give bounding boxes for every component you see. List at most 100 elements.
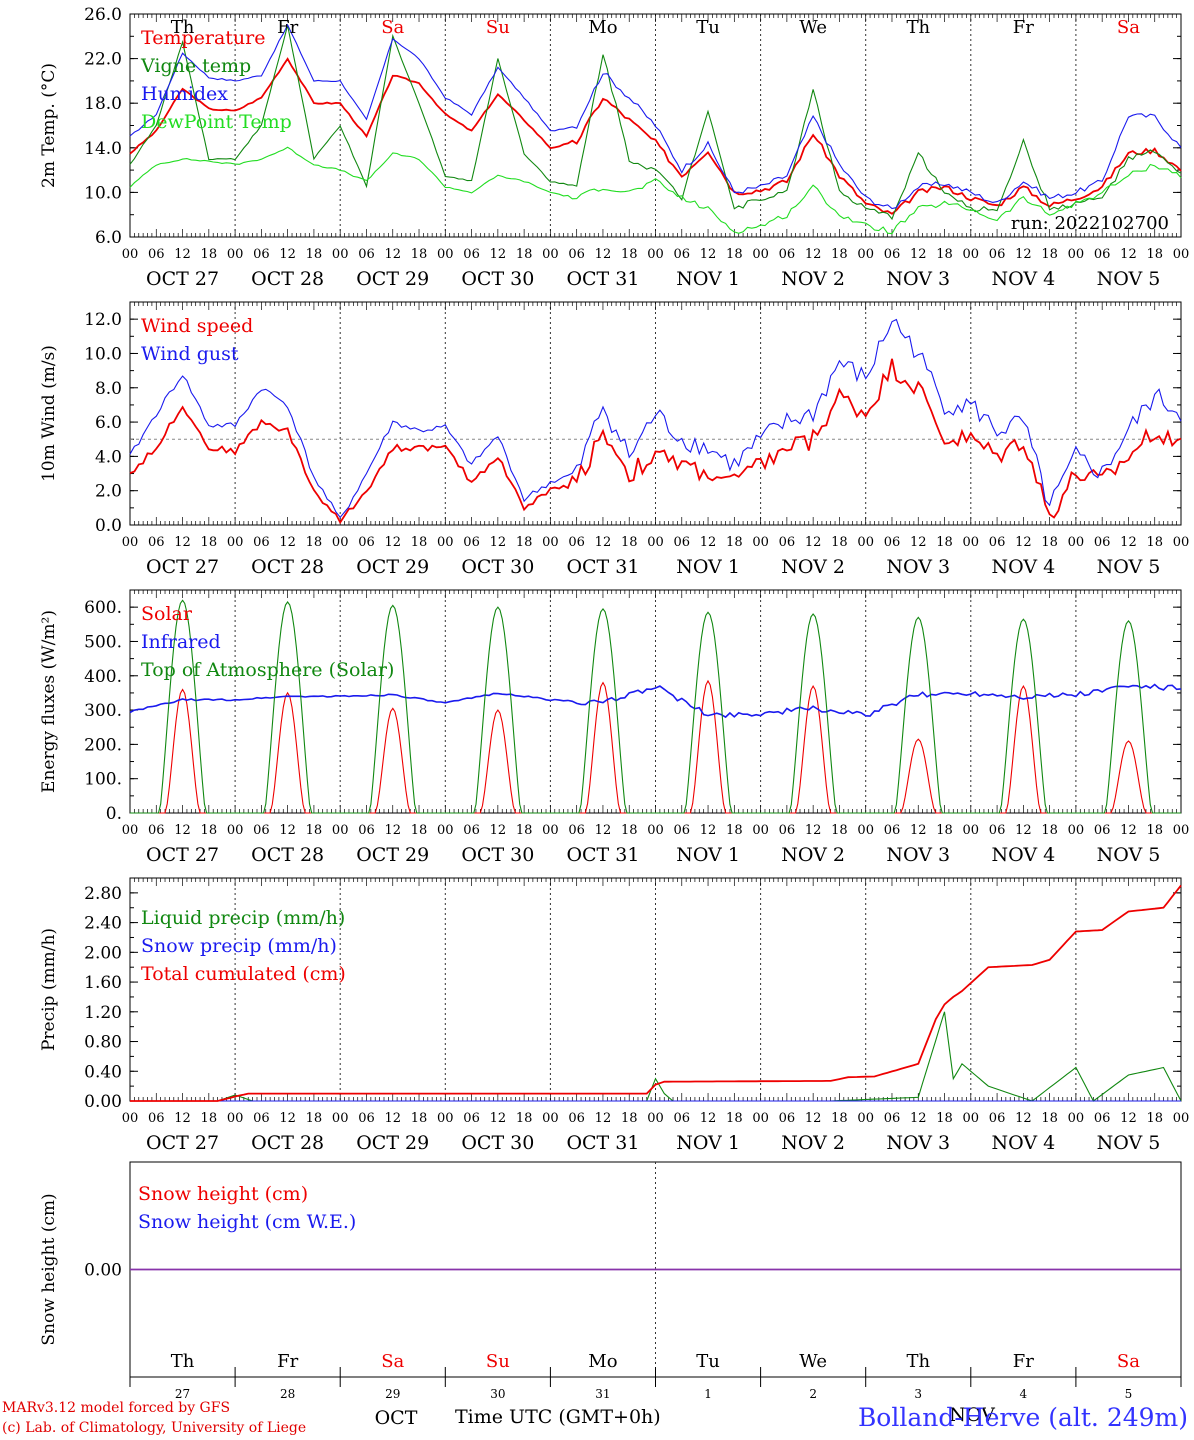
panel-5	[129, 1161, 1182, 1387]
hour-label: 06	[674, 823, 691, 838]
hour-label: 00	[332, 247, 349, 262]
hour-label: 06	[358, 1111, 375, 1126]
hour-label: 06	[463, 823, 480, 838]
y-tick-label: 0.80	[84, 1033, 122, 1053]
hour-label: 18	[831, 823, 848, 838]
day-number: 30	[490, 1387, 505, 1401]
hour-label: 06	[884, 247, 901, 262]
weekday-label: Sa	[1117, 1351, 1140, 1372]
series-line-wind-speed	[129, 358, 1182, 525]
hour-label: 06	[779, 247, 796, 262]
day-label: OCT 27	[146, 556, 219, 578]
hour-label: 00	[437, 247, 454, 262]
weekday-label: Th	[906, 1351, 930, 1372]
hour-label: 12	[805, 823, 822, 838]
hour-label: 12	[805, 1111, 822, 1126]
day-label: NOV 4	[991, 844, 1055, 866]
hour-label: 12	[490, 823, 507, 838]
day-number: 5	[1125, 1387, 1133, 1401]
hour-label: 12	[910, 1111, 927, 1126]
hour-label: 18	[411, 1111, 428, 1126]
hour-label: 00	[542, 823, 559, 838]
weekday-label: We	[799, 17, 827, 38]
day-label: OCT 28	[251, 844, 324, 866]
day-label: OCT 28	[251, 556, 324, 578]
day-number: 2	[809, 1387, 817, 1401]
month-label: OCT	[375, 1407, 418, 1429]
y-tick-label: 2.00	[84, 943, 122, 963]
hour-label: 06	[568, 247, 585, 262]
hour-label: 00	[227, 535, 244, 550]
day-number: 4	[1020, 1387, 1028, 1401]
hour-label: 12	[700, 535, 717, 550]
hour-label: 18	[306, 535, 323, 550]
weekday-label: Fr	[277, 17, 298, 38]
series-line-humidex	[129, 23, 1182, 210]
day-label: NOV 3	[886, 844, 950, 866]
hour-label: 18	[936, 535, 953, 550]
hour-label: 06	[779, 823, 796, 838]
hour-label: 00	[542, 247, 559, 262]
day-label: NOV 3	[886, 1132, 950, 1154]
weekday-label: Fr	[277, 1351, 298, 1372]
hour-label: 12	[805, 535, 822, 550]
day-label: NOV 5	[1097, 268, 1161, 290]
hour-label: 00	[227, 823, 244, 838]
y-tick-label: 0.0	[95, 516, 122, 536]
hour-label: 00	[1068, 247, 1085, 262]
hour-label: 18	[201, 247, 218, 262]
hour-label: 12	[384, 1111, 401, 1126]
hour-label: 00	[542, 1111, 559, 1126]
hour-label: 18	[936, 823, 953, 838]
hour-label: 06	[779, 535, 796, 550]
day-number: 29	[385, 1387, 400, 1401]
hour-label: 18	[1146, 247, 1163, 262]
hour-label: 06	[253, 535, 270, 550]
hour-label: 12	[595, 1111, 612, 1126]
hour-label: 00	[963, 1111, 980, 1126]
hour-label: 12	[174, 535, 191, 550]
day-label: NOV 4	[991, 1132, 1055, 1154]
y-axis-label: 2m Temp. (°C)	[39, 63, 59, 188]
hour-label: 00	[1173, 247, 1190, 262]
y-tick-label: 4.0	[95, 447, 122, 467]
hour-label: 12	[1015, 247, 1032, 262]
weekday-label: Sa	[381, 17, 404, 38]
hour-label: 12	[595, 823, 612, 838]
legend-entry: Vigne temp	[140, 55, 251, 77]
day-label: OCT 29	[356, 556, 429, 578]
hour-label: 12	[279, 535, 296, 550]
panel-2	[129, 301, 1182, 526]
hour-label: 18	[201, 1111, 218, 1126]
hour-label: 18	[621, 1111, 638, 1126]
day-label: OCT 27	[146, 1132, 219, 1154]
hour-label: 12	[1120, 823, 1137, 838]
hour-label: 06	[358, 247, 375, 262]
hour-label: 18	[831, 1111, 848, 1126]
series-line-infrared	[129, 683, 1182, 719]
hour-label: 12	[1120, 1111, 1137, 1126]
hour-label: 18	[306, 247, 323, 262]
weekday-label: Tu	[696, 1351, 720, 1372]
y-axis-label: 10m Wind (m/s)	[39, 345, 59, 482]
series-line-liquid-precip-mm-h-	[130, 1011, 1182, 1102]
day-number: 28	[280, 1387, 295, 1401]
hour-label: 18	[831, 535, 848, 550]
hour-label: 00	[857, 823, 874, 838]
hour-label: 06	[463, 247, 480, 262]
y-tick-label: 12.0	[84, 310, 122, 330]
weekday-label: Fr	[1013, 17, 1034, 38]
hour-label: 06	[568, 535, 585, 550]
hour-label: 18	[306, 823, 323, 838]
hour-label: 18	[726, 247, 743, 262]
hour-label: 06	[989, 535, 1006, 550]
hour-label: 00	[752, 1111, 769, 1126]
hour-label: 00	[122, 535, 139, 550]
y-tick-label: 100.	[84, 770, 122, 790]
hour-label: 18	[1041, 1111, 1058, 1126]
hour-label: 00	[122, 247, 139, 262]
hour-label: 00	[1068, 535, 1085, 550]
hour-label: 00	[1068, 1111, 1085, 1126]
hour-label: 18	[201, 823, 218, 838]
